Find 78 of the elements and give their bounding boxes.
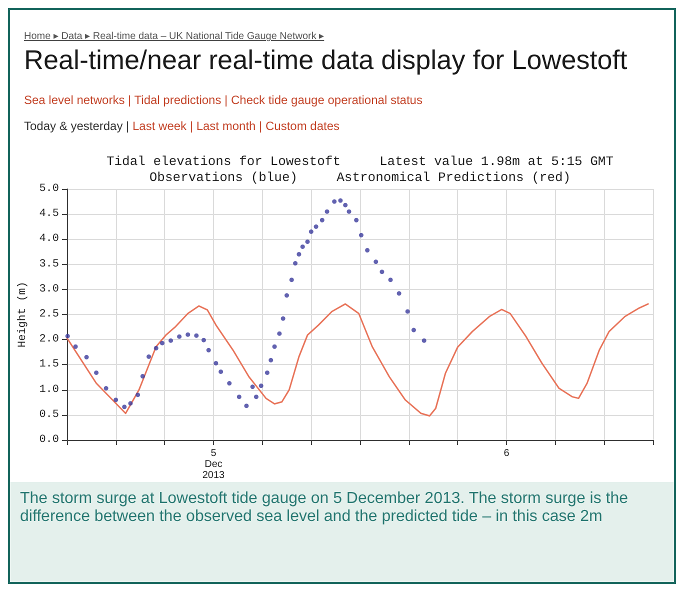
point (346, 209, 352, 214)
point (122, 404, 127, 410)
point (268, 358, 274, 362)
point (236, 394, 242, 400)
y-tick-label: 2.5 (39, 308, 59, 320)
point (94, 370, 99, 375)
text: Real-time/near real-time data display for Lowestoft (24, 45, 628, 76)
y-tick-label: 3.0 (39, 283, 59, 296)
y-tick-label: 1.5 (39, 358, 59, 371)
point (396, 291, 402, 296)
point (244, 404, 249, 408)
point (284, 293, 289, 298)
point (186, 332, 190, 337)
x-tick-label: 5 Dec 2013 (202, 448, 226, 481)
point (380, 270, 384, 274)
point (300, 244, 305, 249)
point (296, 252, 302, 257)
point (136, 392, 140, 398)
point (104, 386, 108, 391)
point (314, 224, 318, 229)
y-tick-label: 4.0 (39, 233, 59, 246)
y-tick-label: 5.0 (39, 183, 59, 195)
point (140, 374, 145, 378)
point (289, 278, 294, 282)
y-tick-label: 1.0 (39, 384, 59, 396)
point (264, 370, 270, 375)
point (227, 381, 232, 386)
point (272, 344, 277, 349)
point (280, 316, 286, 321)
chart-subtitle: Observations (blue) Astronomical Predictions (red) (149, 170, 571, 185)
line-series (66, 303, 649, 417)
point (308, 229, 314, 234)
text: Today & yesterday | Last week | Last month | Custom dates (24, 119, 340, 133)
point (194, 333, 199, 338)
text: The storm surge at Lowestoft tide gauge on 5 December 2013. The storm surge is the difference between the observed sea level and the predicted tide – in this case 2m (20, 490, 630, 527)
point (154, 346, 158, 350)
y-tick-label: 4.5 (39, 208, 59, 220)
point (324, 209, 330, 214)
point (277, 331, 282, 336)
point (214, 360, 218, 366)
x-tick-label: 6 (504, 448, 510, 459)
point (65, 334, 70, 338)
y-tick-label: 0.5 (39, 408, 59, 421)
point (343, 202, 348, 208)
point (84, 354, 89, 360)
point (73, 344, 78, 349)
point (258, 384, 264, 388)
y-tick-label: 2.0 (39, 334, 59, 346)
point (146, 354, 152, 359)
y-tick-label: 0.0 (39, 434, 59, 446)
point (365, 248, 370, 252)
point (206, 348, 211, 352)
point (405, 309, 410, 314)
text: Home ▸ Data ▸ Real-time data – UK National Tide Gauge Network ▸ (24, 30, 324, 42)
point (422, 338, 426, 343)
y-axis-title: Height (m) (16, 281, 29, 348)
point (320, 218, 324, 222)
chart-title: Tidal elevations for Lowestoft Latest value 1.98m at 5:15 GMT (106, 154, 614, 169)
point (250, 384, 255, 390)
point (332, 199, 337, 204)
point (293, 261, 298, 266)
point (358, 232, 364, 238)
point (305, 239, 310, 244)
text: Sea level networks | Tidal predictions | Check tide gauge operational status (24, 93, 422, 107)
point (168, 338, 174, 343)
point (201, 338, 206, 342)
point (160, 340, 164, 346)
point (354, 218, 359, 222)
point (218, 369, 224, 374)
point (338, 198, 343, 203)
point (177, 334, 182, 339)
point (254, 394, 258, 400)
point (128, 401, 133, 406)
point (374, 260, 378, 264)
point (411, 328, 416, 332)
point (114, 398, 118, 402)
y-tick-label: 3.5 (39, 258, 59, 270)
point (388, 278, 393, 282)
